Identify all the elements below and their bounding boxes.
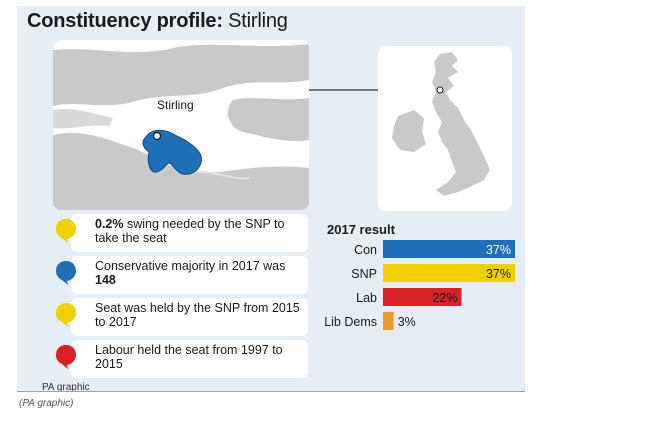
regional-map-graphic: Stirling <box>53 44 309 210</box>
bar-value-label: 37% <box>486 267 511 281</box>
title-constituency: Stirling <box>228 10 288 32</box>
infographic-title: Constituency profile: Stirling <box>27 10 288 33</box>
speech-bubble-blue-icon <box>56 261 76 285</box>
uk-locator-map <box>378 46 512 211</box>
fact-labour-held: Labour held the seat from 1997 to 2015 <box>56 340 308 378</box>
bar-category-label: Lab <box>356 291 377 305</box>
bar-snp <box>383 264 515 282</box>
fact-majority: Conservative majority in 2017 was 148 <box>56 256 308 294</box>
uk-map-graphic <box>392 52 490 196</box>
scotland-regional-map: Stirling <box>53 40 309 210</box>
image-caption: (PA graphic) <box>19 398 74 409</box>
speech-bubble-red-icon <box>56 345 76 369</box>
bar-category-label: SNP <box>351 267 377 281</box>
fact-swing-description: swing needed by the SNP to take the seat <box>95 217 285 245</box>
bar-con <box>383 240 515 258</box>
uk-locator-marker-icon <box>436 86 444 94</box>
fact-majority-value: 148 <box>95 273 116 287</box>
map-connector-line <box>309 89 439 91</box>
fact-swing-value: 0.2% <box>95 217 124 231</box>
fact-swing-text: 0.2% swing needed by the SNP to take the… <box>95 217 304 245</box>
results-chart-title: 2017 result <box>327 222 395 237</box>
infographic-panel: Constituency profile: Stirling Stirling … <box>17 6 525 393</box>
graphic-credit: PA graphic <box>42 382 90 393</box>
bar-value-label: 22% <box>432 291 457 305</box>
results-bar-chart: Con 37% SNP 37% Lab 22% Lib Dems 3% <box>324 240 515 330</box>
bar-value-label: 37% <box>486 243 511 257</box>
fact-snp-held: Seat was held by the SNP from 2015 to 20… <box>56 298 308 336</box>
fact-majority-text: Conservative majority in 2017 was 148 <box>95 259 304 287</box>
fact-labour-held-text: Labour held the seat from 1997 to 2015 <box>95 343 283 371</box>
stirling-map-label: Stirling <box>157 98 194 112</box>
bar-category-label: Con <box>354 243 377 257</box>
speech-bubble-yellow-icon <box>56 219 76 243</box>
bar-category-label: Lib Dems <box>324 315 377 329</box>
stirling-marker-icon <box>152 131 162 141</box>
bar-value-label: 3% <box>398 315 416 329</box>
title-bold: Constituency profile: <box>27 10 223 32</box>
caption-divider <box>17 391 525 392</box>
fact-majority-description: Conservative majority in 2017 was <box>95 259 286 273</box>
stirling-constituency-shape <box>142 129 202 175</box>
fact-snp-held-text: Seat was held by the SNP from 2015 to 20… <box>95 301 300 329</box>
bar-lib-dems <box>383 312 394 330</box>
bar-lab <box>383 288 462 306</box>
speech-bubble-yellow-icon <box>56 303 76 327</box>
fact-swing: 0.2% swing needed by the SNP to take the… <box>56 214 308 252</box>
